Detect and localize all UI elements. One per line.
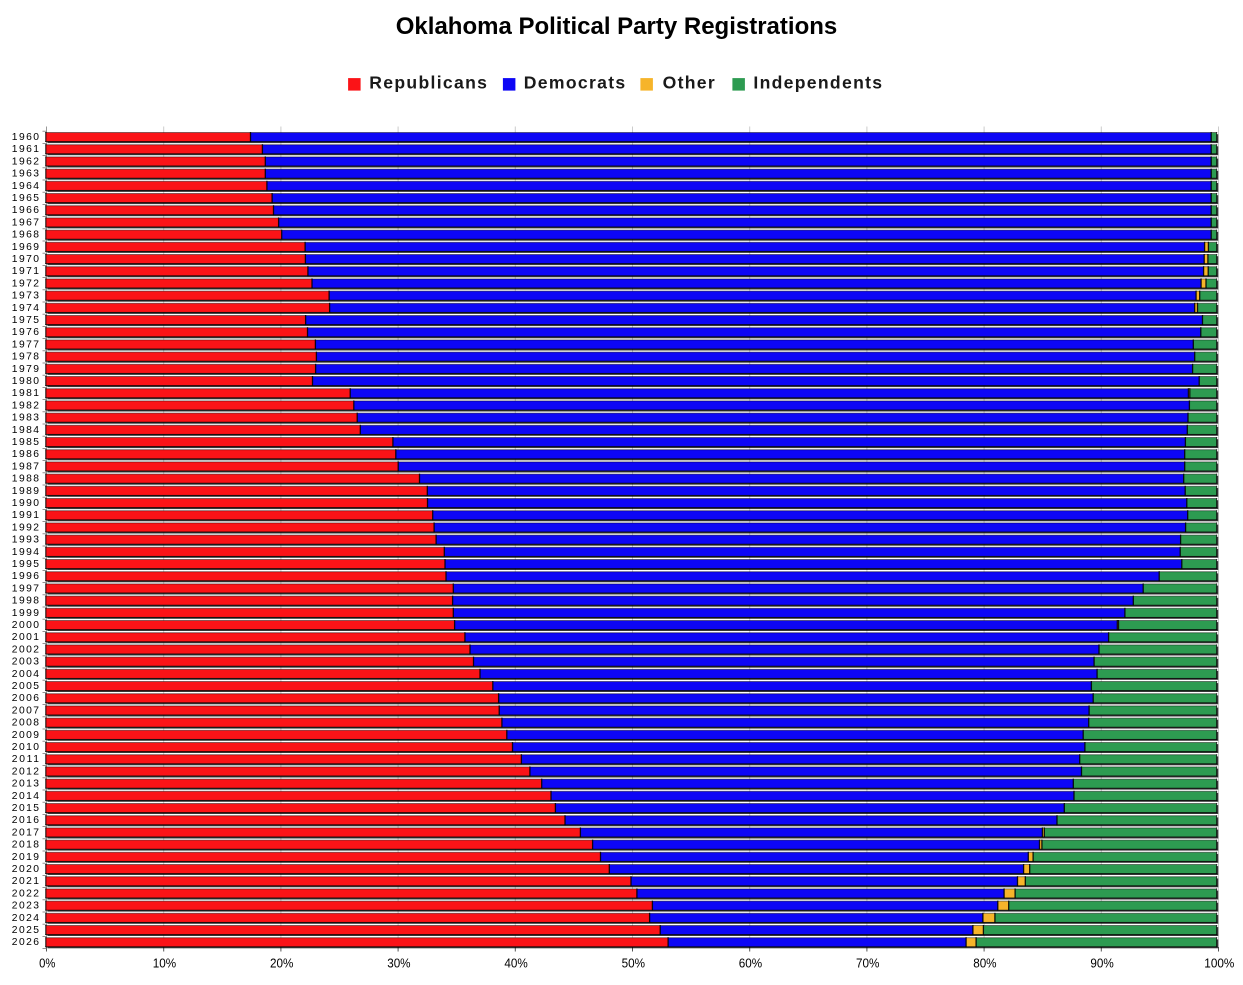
svg-text:50%: 50%	[622, 956, 646, 971]
svg-text:100%: 100%	[1204, 956, 1234, 971]
svg-text:1968: 1968	[12, 230, 39, 241]
svg-text:1996: 1996	[12, 571, 39, 582]
svg-text:2022: 2022	[12, 888, 39, 899]
svg-text:1963: 1963	[12, 169, 39, 180]
svg-text:90%: 90%	[1090, 956, 1114, 971]
svg-text:1970: 1970	[12, 254, 39, 265]
svg-text:2004: 2004	[12, 669, 39, 680]
svg-text:1975: 1975	[12, 315, 39, 326]
svg-text:2001: 2001	[12, 632, 39, 643]
svg-text:20%: 20%	[270, 956, 294, 971]
svg-text:2000: 2000	[12, 620, 39, 631]
svg-text:2025: 2025	[12, 925, 39, 936]
svg-text:1966: 1966	[12, 205, 39, 216]
svg-text:1961: 1961	[12, 144, 39, 155]
svg-text:1983: 1983	[12, 413, 39, 424]
svg-text:1969: 1969	[12, 242, 39, 253]
svg-text:2014: 2014	[12, 791, 39, 802]
svg-text:2005: 2005	[12, 681, 39, 692]
svg-text:1985: 1985	[12, 437, 39, 448]
svg-text:1990: 1990	[12, 498, 39, 509]
svg-text:2024: 2024	[12, 913, 39, 924]
svg-text:2006: 2006	[12, 693, 39, 704]
svg-text:1988: 1988	[12, 474, 39, 485]
svg-text:Oklahoma Political Party Regis: Oklahoma Political Party Registrations	[396, 13, 837, 40]
svg-text:2003: 2003	[12, 657, 39, 668]
svg-text:2021: 2021	[12, 876, 39, 887]
svg-text:1987: 1987	[12, 461, 39, 472]
svg-text:1965: 1965	[12, 193, 39, 204]
svg-text:1997: 1997	[12, 583, 39, 594]
svg-text:1964: 1964	[12, 181, 39, 192]
svg-text:2007: 2007	[12, 705, 39, 716]
svg-text:Independents: Independents	[753, 73, 883, 93]
svg-text:1989: 1989	[12, 486, 39, 497]
svg-text:1998: 1998	[12, 596, 39, 607]
svg-text:1967: 1967	[12, 217, 39, 228]
svg-text:2023: 2023	[12, 901, 39, 912]
svg-text:1981: 1981	[12, 388, 39, 399]
svg-text:1993: 1993	[12, 535, 39, 546]
svg-text:2009: 2009	[12, 730, 39, 741]
svg-text:1979: 1979	[12, 364, 39, 375]
svg-text:1960: 1960	[12, 132, 39, 143]
svg-text:1973: 1973	[12, 291, 39, 302]
svg-text:2018: 2018	[12, 840, 39, 851]
svg-text:Democrats: Democrats	[524, 73, 627, 93]
svg-text:1999: 1999	[12, 608, 39, 619]
svg-text:2008: 2008	[12, 718, 39, 729]
svg-text:0%: 0%	[39, 956, 56, 971]
svg-text:1994: 1994	[12, 547, 39, 558]
svg-text:1974: 1974	[12, 303, 39, 314]
svg-text:1991: 1991	[12, 510, 39, 521]
svg-text:Other: Other	[663, 73, 716, 93]
svg-text:2020: 2020	[12, 864, 39, 875]
svg-text:2012: 2012	[12, 766, 39, 777]
svg-text:1982: 1982	[12, 400, 39, 411]
svg-text:80%: 80%	[973, 956, 997, 971]
svg-text:1976: 1976	[12, 327, 39, 338]
svg-text:1986: 1986	[12, 449, 39, 460]
svg-text:2002: 2002	[12, 644, 39, 655]
svg-text:2019: 2019	[12, 852, 39, 863]
svg-text:1992: 1992	[12, 522, 39, 533]
svg-text:10%: 10%	[153, 956, 177, 971]
svg-text:2013: 2013	[12, 779, 39, 790]
svg-text:2015: 2015	[12, 803, 39, 814]
svg-text:70%: 70%	[856, 956, 880, 971]
svg-text:Republicans: Republicans	[369, 73, 488, 93]
svg-text:1980: 1980	[12, 376, 39, 387]
svg-text:40%: 40%	[504, 956, 528, 971]
svg-text:1995: 1995	[12, 559, 39, 570]
svg-text:1971: 1971	[12, 266, 39, 277]
svg-text:1972: 1972	[12, 278, 39, 289]
svg-text:60%: 60%	[739, 956, 763, 971]
svg-text:2010: 2010	[12, 742, 39, 753]
svg-text:30%: 30%	[387, 956, 411, 971]
svg-text:2017: 2017	[12, 827, 39, 838]
svg-text:2026: 2026	[12, 937, 39, 948]
svg-text:2016: 2016	[12, 815, 39, 826]
svg-text:1984: 1984	[12, 425, 39, 436]
svg-text:1978: 1978	[12, 352, 39, 363]
svg-text:1977: 1977	[12, 339, 39, 350]
svg-text:1962: 1962	[12, 156, 39, 167]
